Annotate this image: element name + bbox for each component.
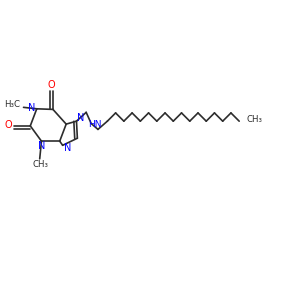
Text: N: N [38, 142, 45, 152]
Text: N: N [64, 142, 72, 153]
Text: HN: HN [88, 120, 102, 129]
Text: N: N [28, 103, 35, 112]
Text: CH₃: CH₃ [32, 160, 48, 169]
Text: O: O [48, 80, 55, 90]
Text: O: O [4, 120, 12, 130]
Text: N: N [77, 113, 85, 123]
Text: CH₃: CH₃ [246, 115, 262, 124]
Text: H₃C: H₃C [4, 100, 20, 109]
